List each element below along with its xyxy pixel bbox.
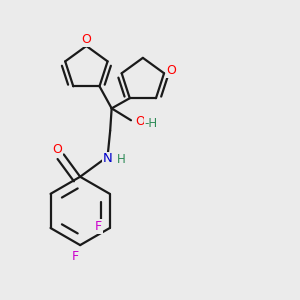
Text: -H: -H <box>145 117 158 130</box>
Text: O: O <box>135 115 145 128</box>
Text: H: H <box>117 153 126 166</box>
Text: O: O <box>82 33 91 46</box>
Text: N: N <box>103 152 113 165</box>
Text: O: O <box>52 142 62 156</box>
Text: F: F <box>95 220 102 233</box>
Text: O: O <box>167 64 176 77</box>
Text: F: F <box>72 250 79 263</box>
